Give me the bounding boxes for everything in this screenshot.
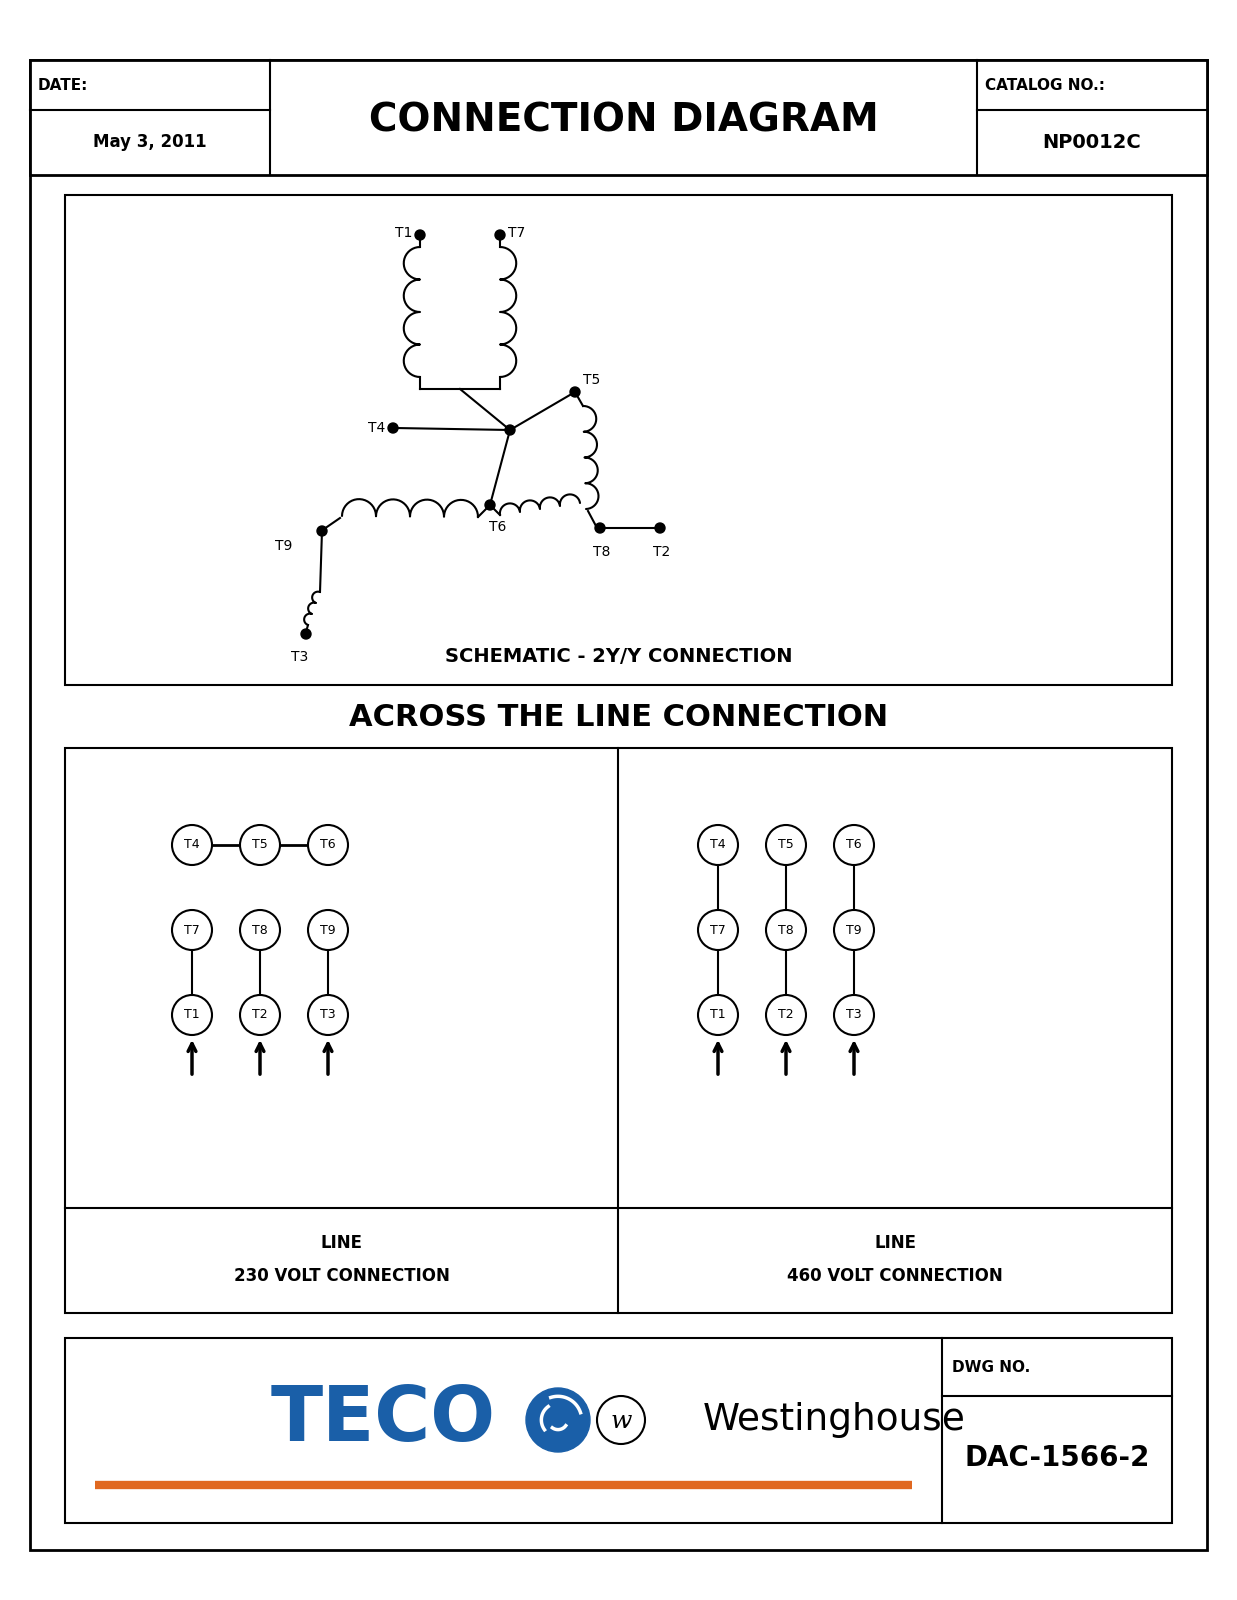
Text: T3: T3 (292, 650, 308, 664)
Circle shape (388, 422, 398, 434)
Text: CONNECTION DIAGRAM: CONNECTION DIAGRAM (369, 101, 878, 139)
Text: T1: T1 (710, 1008, 726, 1021)
Circle shape (308, 995, 348, 1035)
Bar (66, 195, 1171, 685)
Circle shape (240, 995, 280, 1035)
Text: T2: T2 (778, 1008, 794, 1021)
Text: T6: T6 (320, 838, 335, 851)
Text: Westinghouse: Westinghouse (703, 1402, 966, 1438)
Circle shape (414, 230, 426, 240)
Circle shape (595, 523, 605, 533)
Text: T5: T5 (583, 373, 600, 387)
Circle shape (505, 426, 515, 435)
Circle shape (570, 387, 580, 397)
Text: TECO: TECO (271, 1382, 496, 1458)
Text: T5: T5 (778, 838, 794, 851)
Circle shape (766, 910, 807, 950)
Circle shape (172, 995, 212, 1035)
Text: T8: T8 (252, 923, 268, 936)
Text: DWG NO.: DWG NO. (952, 1360, 1030, 1376)
Circle shape (698, 910, 738, 950)
Circle shape (301, 629, 310, 638)
Circle shape (308, 826, 348, 866)
Text: T8: T8 (778, 923, 794, 936)
Text: T9: T9 (320, 923, 335, 936)
Text: DATE:: DATE: (38, 77, 88, 93)
Text: T2: T2 (252, 1008, 268, 1021)
Circle shape (526, 1387, 590, 1453)
Bar (66, 749, 1171, 1314)
Circle shape (485, 499, 495, 510)
Text: T2: T2 (653, 546, 670, 558)
Text: T4: T4 (710, 838, 726, 851)
Bar (30, 59, 1207, 174)
Text: T4: T4 (367, 421, 385, 435)
Text: T1: T1 (184, 1008, 200, 1021)
Text: T3: T3 (846, 1008, 862, 1021)
Text: T7: T7 (710, 923, 726, 936)
Circle shape (656, 523, 666, 533)
Text: T9: T9 (275, 539, 292, 554)
Text: T4: T4 (184, 838, 200, 851)
Text: SCHEMATIC - 2Y/Y CONNECTION: SCHEMATIC - 2Y/Y CONNECTION (445, 648, 792, 667)
Text: T9: T9 (846, 923, 862, 936)
Circle shape (698, 826, 738, 866)
Text: NP0012C: NP0012C (1043, 133, 1142, 152)
Circle shape (766, 995, 807, 1035)
Circle shape (834, 826, 875, 866)
Circle shape (308, 910, 348, 950)
Text: 460 VOLT CONNECTION: 460 VOLT CONNECTION (787, 1267, 1003, 1285)
Text: T6: T6 (490, 520, 507, 534)
Text: w: w (610, 1411, 632, 1434)
Text: T8: T8 (594, 546, 611, 558)
Text: LINE: LINE (875, 1234, 917, 1251)
Circle shape (834, 995, 875, 1035)
Text: DAC-1566-2: DAC-1566-2 (965, 1443, 1149, 1472)
Circle shape (240, 826, 280, 866)
Text: T1: T1 (395, 226, 412, 240)
Circle shape (834, 910, 875, 950)
Circle shape (698, 995, 738, 1035)
Text: CATALOG NO.:: CATALOG NO.: (985, 77, 1105, 93)
Text: T3: T3 (320, 1008, 335, 1021)
Text: LINE: LINE (320, 1234, 362, 1251)
Circle shape (172, 826, 212, 866)
Circle shape (172, 910, 212, 950)
Text: T5: T5 (252, 838, 268, 851)
Circle shape (240, 910, 280, 950)
Text: T7: T7 (184, 923, 200, 936)
Circle shape (766, 826, 807, 866)
Text: 230 VOLT CONNECTION: 230 VOLT CONNECTION (234, 1267, 450, 1285)
Circle shape (597, 1395, 644, 1443)
Text: May 3, 2011: May 3, 2011 (93, 133, 207, 150)
Bar (66, 1338, 1171, 1523)
Circle shape (495, 230, 505, 240)
Text: T7: T7 (508, 226, 526, 240)
Text: T6: T6 (846, 838, 862, 851)
Circle shape (317, 526, 327, 536)
Text: ACROSS THE LINE CONNECTION: ACROSS THE LINE CONNECTION (349, 704, 888, 733)
